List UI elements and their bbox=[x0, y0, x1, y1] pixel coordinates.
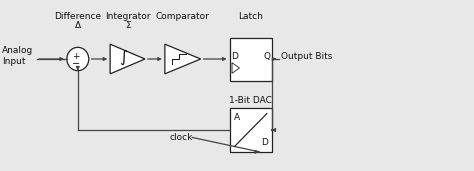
Text: Difference: Difference bbox=[54, 12, 101, 21]
Text: Σ: Σ bbox=[125, 21, 130, 30]
Text: clock: clock bbox=[170, 133, 193, 142]
Polygon shape bbox=[110, 44, 145, 74]
Polygon shape bbox=[232, 63, 239, 73]
Text: Q: Q bbox=[264, 52, 270, 61]
Polygon shape bbox=[165, 44, 201, 74]
Text: Output Bits: Output Bits bbox=[281, 52, 332, 61]
Text: Δ: Δ bbox=[75, 21, 81, 30]
Text: Latch: Latch bbox=[238, 12, 263, 21]
Text: $\int$: $\int$ bbox=[118, 49, 128, 67]
Text: 1-Bit DAC: 1-Bit DAC bbox=[229, 96, 272, 105]
Text: D: D bbox=[262, 138, 268, 147]
Text: +: + bbox=[73, 52, 80, 61]
Bar bbox=[229, 108, 272, 152]
Text: D: D bbox=[231, 52, 238, 61]
Circle shape bbox=[67, 47, 89, 71]
Text: A: A bbox=[233, 113, 239, 122]
Text: −: − bbox=[72, 59, 81, 69]
Bar bbox=[229, 38, 272, 81]
Text: Comparator: Comparator bbox=[156, 12, 210, 21]
Text: Analog
Input: Analog Input bbox=[2, 46, 33, 65]
Text: Integrator: Integrator bbox=[105, 12, 150, 21]
